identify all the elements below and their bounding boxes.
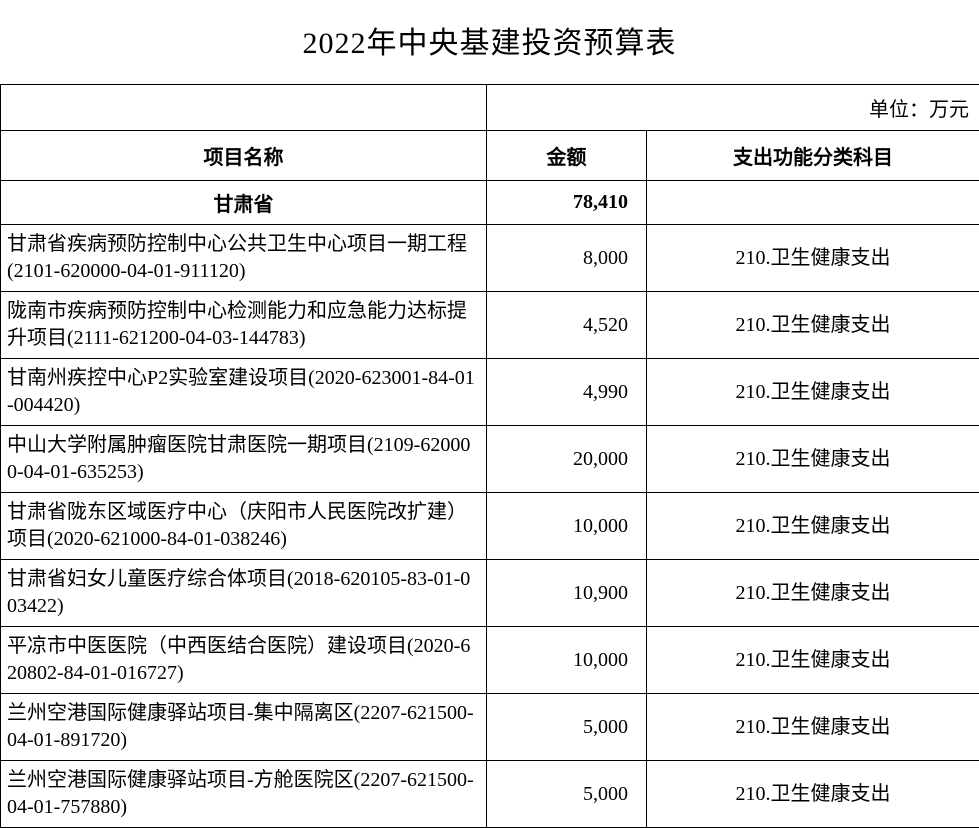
project-amount: 4,520 <box>487 292 647 359</box>
budget-table: 单位：万元 项目名称 金额 支出功能分类科目 甘肃省 78,410 甘肃省疾病预… <box>0 84 979 828</box>
table-row: 中山大学附属肿瘤医院甘肃医院一期项目(2109-620000-04-01-635… <box>1 426 979 493</box>
header-row: 项目名称 金额 支出功能分类科目 <box>1 131 979 181</box>
unit-label: 单位：万元 <box>487 85 979 131</box>
project-amount: 10,000 <box>487 627 647 694</box>
project-name: 甘南州疾控中心P2实验室建设项目(2020-623001-84-01-00442… <box>1 359 487 426</box>
table-row: 陇南市疾病预防控制中心检测能力和应急能力达标提升项目(2111-621200-0… <box>1 292 979 359</box>
project-name: 甘肃省陇东区域医疗中心（庆阳市人民医院改扩建）项目(2020-621000-84… <box>1 493 487 560</box>
project-amount: 5,000 <box>487 694 647 761</box>
table-row: 甘肃省陇东区域医疗中心（庆阳市人民医院改扩建）项目(2020-621000-84… <box>1 493 979 560</box>
project-category: 210.卫生健康支出 <box>647 292 979 359</box>
project-amount: 5,000 <box>487 761 647 828</box>
project-category: 210.卫生健康支出 <box>647 493 979 560</box>
col-header-name: 项目名称 <box>1 131 487 181</box>
col-header-amount: 金额 <box>487 131 647 181</box>
project-name: 陇南市疾病预防控制中心检测能力和应急能力达标提升项目(2111-621200-0… <box>1 292 487 359</box>
project-amount: 10,000 <box>487 493 647 560</box>
table-row: 甘南州疾控中心P2实验室建设项目(2020-623001-84-01-00442… <box>1 359 979 426</box>
table-row: 甘肃省妇女儿童医疗综合体项目(2018-620105-83-01-003422)… <box>1 560 979 627</box>
project-category: 210.卫生健康支出 <box>647 359 979 426</box>
project-amount: 4,990 <box>487 359 647 426</box>
table-row: 平凉市中医医院（中西医结合医院）建设项目(2020-620802-84-01-0… <box>1 627 979 694</box>
province-category-blank <box>647 181 979 225</box>
province-total: 78,410 <box>487 181 647 225</box>
project-category: 210.卫生健康支出 <box>647 225 979 292</box>
project-category: 210.卫生健康支出 <box>647 694 979 761</box>
province-name: 甘肃省 <box>1 181 487 225</box>
project-name: 兰州空港国际健康驿站项目-方舱医院区(2207-621500-04-01-757… <box>1 761 487 828</box>
project-category: 210.卫生健康支出 <box>647 426 979 493</box>
province-row: 甘肃省 78,410 <box>1 181 979 225</box>
project-name: 甘肃省妇女儿童医疗综合体项目(2018-620105-83-01-003422) <box>1 560 487 627</box>
project-amount: 8,000 <box>487 225 647 292</box>
project-name: 中山大学附属肿瘤医院甘肃医院一期项目(2109-620000-04-01-635… <box>1 426 487 493</box>
table-row: 甘肃省疾病预防控制中心公共卫生中心项目一期工程(2101-620000-04-0… <box>1 225 979 292</box>
project-name: 甘肃省疾病预防控制中心公共卫生中心项目一期工程(2101-620000-04-0… <box>1 225 487 292</box>
project-category: 210.卫生健康支出 <box>647 761 979 828</box>
project-name: 兰州空港国际健康驿站项目-集中隔离区(2207-621500-04-01-891… <box>1 694 487 761</box>
project-name: 平凉市中医医院（中西医结合医院）建设项目(2020-620802-84-01-0… <box>1 627 487 694</box>
unit-row: 单位：万元 <box>1 85 979 131</box>
budget-table-page: 2022年中央基建投资预算表 单位：万元 项目名称 金额 支出功能分类科目 甘肃… <box>0 0 979 828</box>
blank-cell <box>1 85 487 131</box>
table-row: 兰州空港国际健康驿站项目-方舱医院区(2207-621500-04-01-757… <box>1 761 979 828</box>
project-amount: 10,900 <box>487 560 647 627</box>
project-amount: 20,000 <box>487 426 647 493</box>
project-category: 210.卫生健康支出 <box>647 627 979 694</box>
page-title: 2022年中央基建投资预算表 <box>0 0 979 84</box>
col-header-category: 支出功能分类科目 <box>647 131 979 181</box>
project-category: 210.卫生健康支出 <box>647 560 979 627</box>
table-row: 兰州空港国际健康驿站项目-集中隔离区(2207-621500-04-01-891… <box>1 694 979 761</box>
